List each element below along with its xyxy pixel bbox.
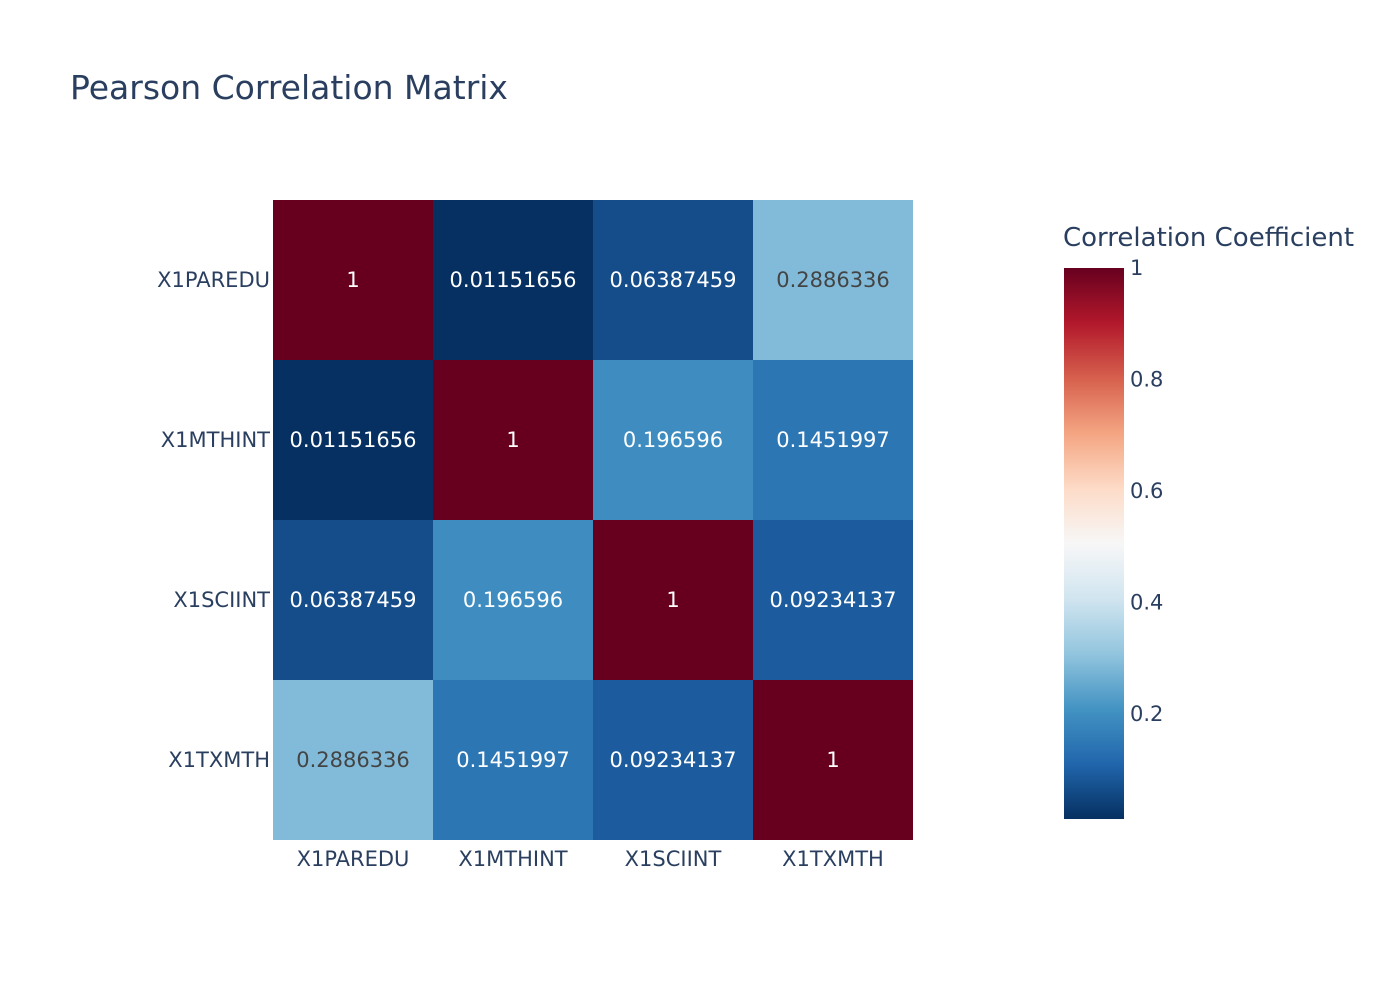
heatmap-cell[interactable] xyxy=(753,680,913,840)
heatmap-cell-label: 0.196596 xyxy=(463,588,563,612)
heatmap-cell-labels: 1 0.01151656 0.06387459 0.2886336 0.01151656… xyxy=(290,268,897,772)
y-axis-ticks: X1PAREDU X1MTHINT X1SCIINT X1TXMTH xyxy=(157,268,270,772)
colorbar-tick-label: 1 xyxy=(1130,256,1143,280)
colorbar-gradient-bar xyxy=(1064,268,1124,819)
heatmap-cell[interactable] xyxy=(273,360,433,520)
heatmap-cell-label: 0.1451997 xyxy=(776,428,890,452)
y-tick-label: X1SCIINT xyxy=(173,588,270,612)
heatmap-cell-label: 0.09234137 xyxy=(610,748,737,772)
colorbar-tick-label: 0.4 xyxy=(1130,590,1163,614)
y-tick-label: X1PAREDU xyxy=(157,268,270,292)
heatmap-cell[interactable] xyxy=(753,360,913,520)
heatmap-cell[interactable] xyxy=(753,520,913,680)
colorbar-tick-label: 0.2 xyxy=(1130,702,1163,726)
heatmap-cell-label: 0.06387459 xyxy=(610,268,737,292)
heatmap-cell[interactable] xyxy=(593,520,753,680)
x-tick-label: X1PAREDU xyxy=(297,847,410,871)
heatmap-cell[interactable] xyxy=(273,200,433,360)
heatmap-cell-label: 1 xyxy=(506,428,519,452)
heatmap-cell-label: 0.01151656 xyxy=(290,428,417,452)
heatmap-cell[interactable] xyxy=(433,680,593,840)
y-tick-label: X1MTHINT xyxy=(161,428,270,452)
chart-title: Pearson Correlation Matrix xyxy=(70,68,508,107)
heatmap-cell-label: 0.196596 xyxy=(623,428,723,452)
heatmap-cell[interactable] xyxy=(593,680,753,840)
heatmap-cell-label: 0.01151656 xyxy=(450,268,577,292)
x-axis-ticks: X1PAREDU X1MTHINT X1SCIINT X1TXMTH xyxy=(297,847,884,871)
colorbar-tick-label: 0.8 xyxy=(1130,367,1163,391)
colorbar-tick-label: 0.6 xyxy=(1130,479,1163,503)
colorbar-ticks: 0.2 0.4 0.6 0.8 1 xyxy=(1130,256,1163,726)
heatmap-cell-label: 1 xyxy=(826,748,839,772)
heatmap-cell[interactable] xyxy=(593,360,753,520)
heatmap-cell[interactable] xyxy=(593,200,753,360)
x-tick-label: X1TXMTH xyxy=(782,847,884,871)
y-tick-label: X1TXMTH xyxy=(168,748,270,772)
heatmap-cells xyxy=(273,200,913,840)
heatmap-cell[interactable] xyxy=(433,360,593,520)
colorbar: Correlation Coefficient 0.2 0.4 0.6 0.8 1 xyxy=(1063,223,1354,819)
heatmap-cell-label: 0.1451997 xyxy=(456,748,570,772)
heatmap-cell[interactable] xyxy=(273,520,433,680)
x-tick-label: X1MTHINT xyxy=(458,847,567,871)
x-tick-label: X1SCIINT xyxy=(625,847,722,871)
heatmap-cell[interactable] xyxy=(433,200,593,360)
heatmap-cell[interactable] xyxy=(753,200,913,360)
heatmap-cell-label: 0.09234137 xyxy=(770,588,897,612)
heatmap-cell-label: 1 xyxy=(346,268,359,292)
heatmap-cell-label: 0.2886336 xyxy=(296,748,410,772)
heatmap-cell-label: 0.2886336 xyxy=(776,268,890,292)
heatmap-cell-label: 0.06387459 xyxy=(290,588,417,612)
heatmap-cell[interactable] xyxy=(273,680,433,840)
colorbar-title: Correlation Coefficient xyxy=(1063,223,1354,253)
heatmap-cell[interactable] xyxy=(433,520,593,680)
heatmap-cell-label: 1 xyxy=(666,588,679,612)
